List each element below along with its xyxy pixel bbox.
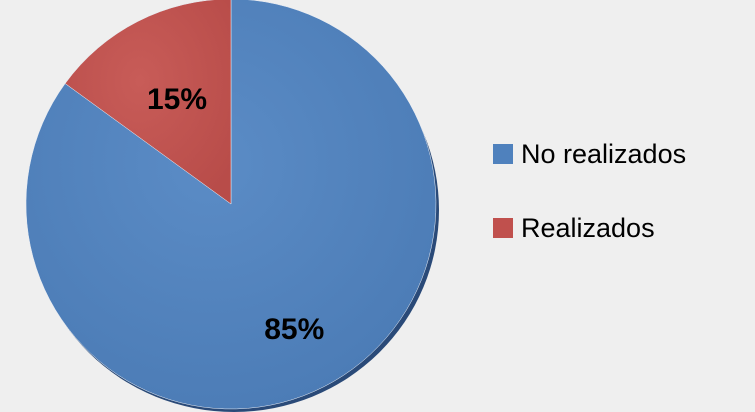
legend-item-realizados: Realizados (493, 212, 686, 244)
legend: No realizados Realizados (493, 138, 686, 286)
pie-slice-no-realizados (25, 0, 437, 410)
legend-item-no-realizados: No realizados (493, 138, 686, 170)
pie-slice-realizados (64, 0, 232, 205)
legend-swatch-no-realizados (493, 144, 513, 164)
data-label-no-realizados: 85% (264, 313, 324, 346)
legend-label-realizados: Realizados (521, 212, 655, 243)
legend-label-no-realizados: No realizados (521, 138, 687, 169)
legend-swatch-realizados (493, 218, 513, 238)
data-label-realizados: 15% (147, 83, 207, 116)
